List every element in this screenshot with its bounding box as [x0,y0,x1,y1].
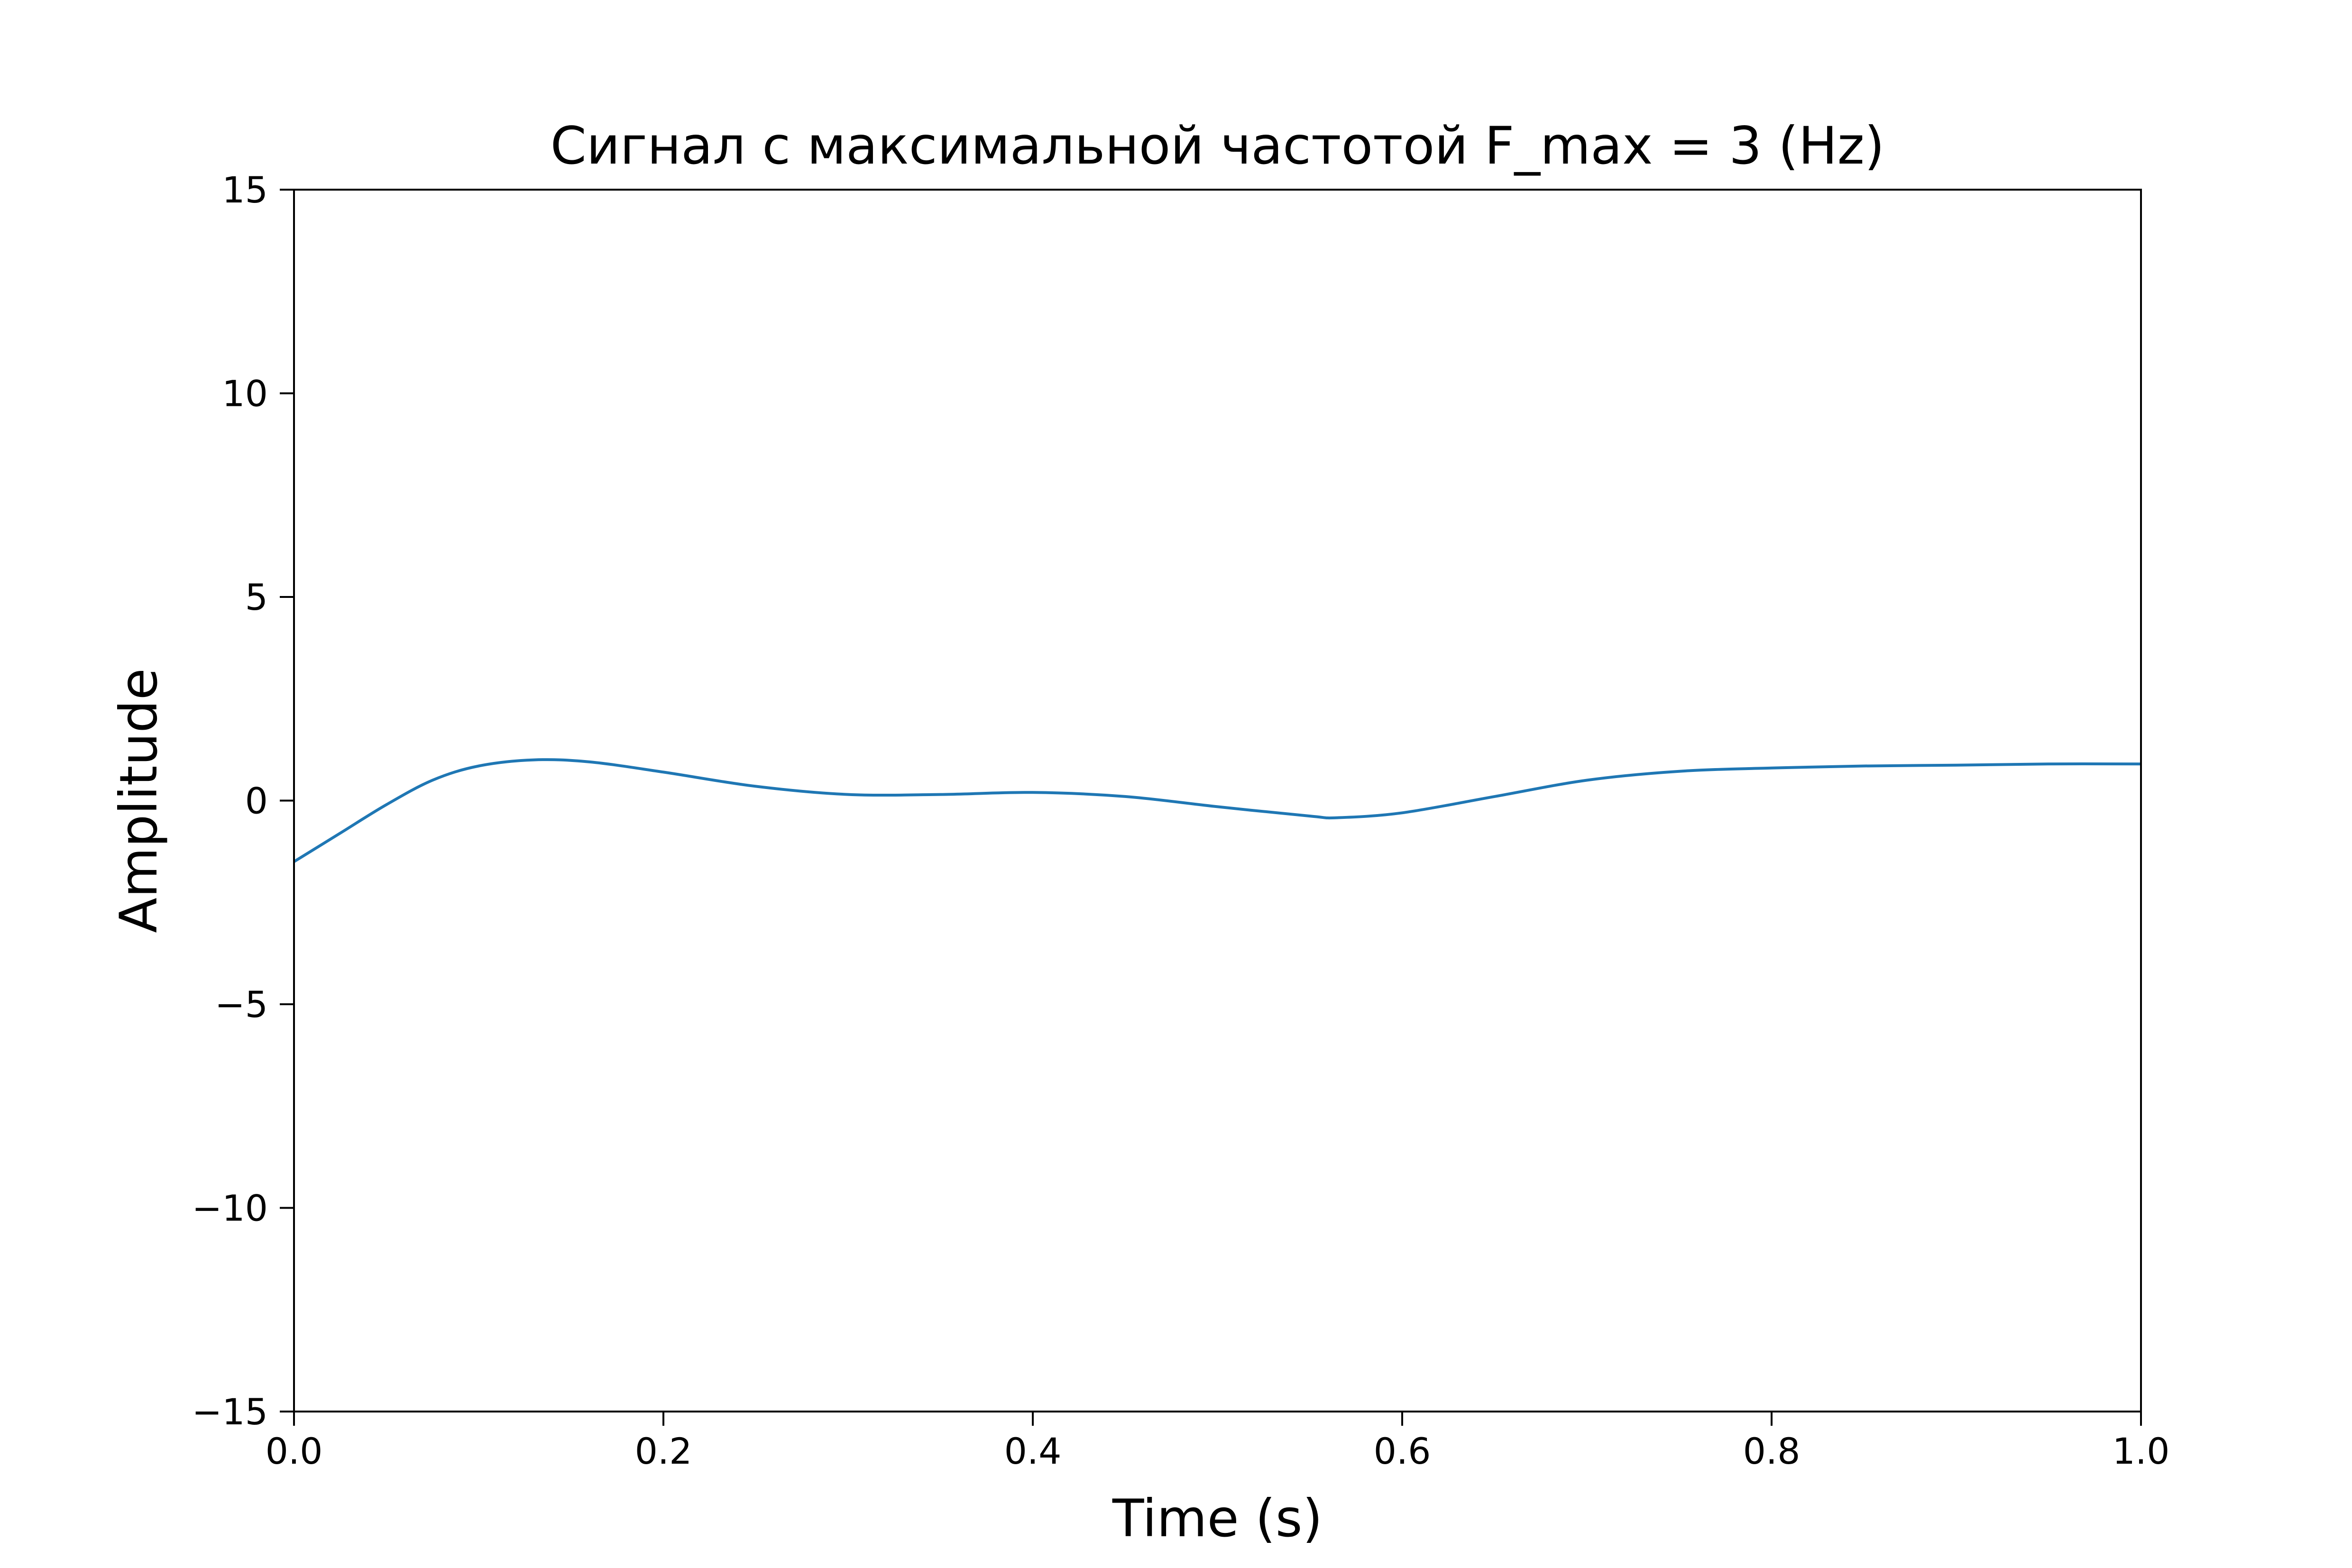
y-tick-label: −5 [215,983,268,1026]
x-axis-label: Time (s) [1112,1488,1323,1549]
y-tick-label: 5 [245,576,268,618]
x-axis: 0.0 0.2 0.4 0.6 0.8 1.0 [266,1412,2170,1472]
x-tick-label: 0.0 [266,1430,323,1472]
y-axis-label: Amplitude [109,668,169,933]
x-tick-label: 0.2 [635,1430,692,1472]
y-tick-label: 15 [222,169,268,211]
chart-title: Сигнал с максимальной частотой F_max = 3… [551,116,1885,176]
y-tick-label: 10 [222,373,268,415]
y-tick-label: −15 [192,1391,268,1433]
y-tick-label: −10 [192,1187,268,1229]
y-tick-label: 0 [245,780,268,822]
x-tick-label: 0.6 [1374,1430,1431,1472]
y-axis: −15 −10 −5 0 5 10 15 [192,169,294,1433]
x-tick-label: 1.0 [2113,1430,2170,1472]
series-line-0 [293,758,2141,863]
x-tick-label: 0.4 [1004,1430,1062,1472]
x-tick-label: 0.8 [1743,1430,1801,1472]
